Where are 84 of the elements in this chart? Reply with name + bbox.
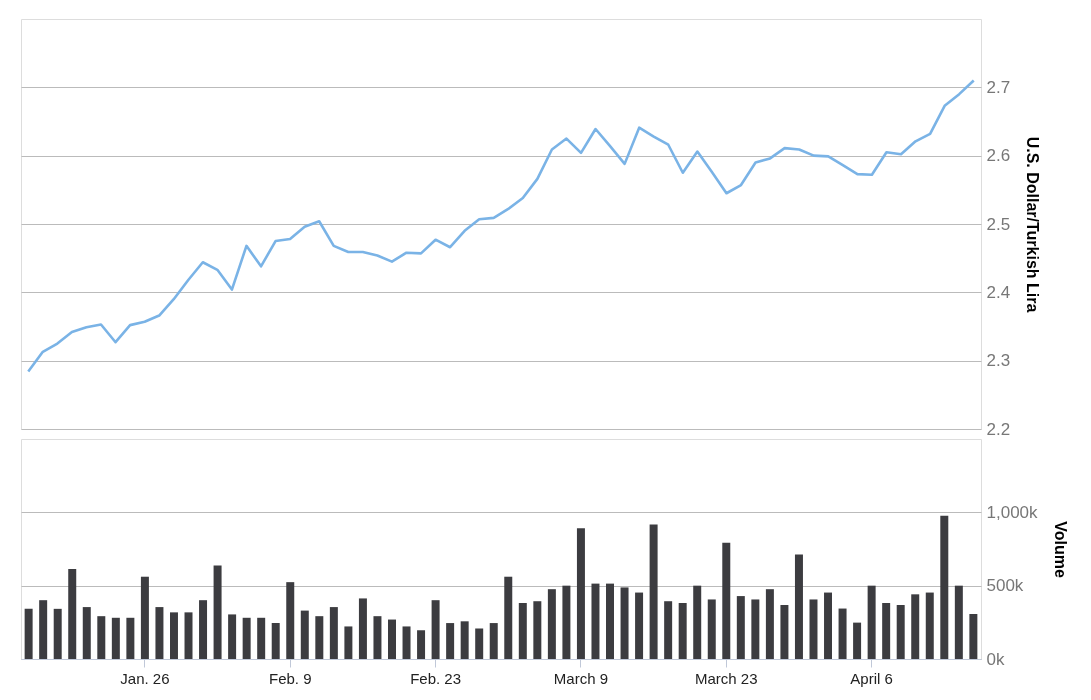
bar: [765, 589, 774, 659]
bar: [940, 515, 949, 659]
x-tick-label: Feb. 9: [268, 669, 312, 687]
bar: [431, 600, 440, 659]
bar: [344, 626, 353, 659]
bar: [969, 613, 978, 659]
bar: [867, 585, 876, 659]
y-tick-label: 1,000k: [986, 502, 1039, 522]
bar: [257, 617, 266, 659]
bar: [576, 528, 585, 659]
bar: [736, 596, 745, 659]
bar: [24, 608, 33, 659]
bar: [649, 524, 658, 659]
bar: [489, 623, 498, 659]
bar: [693, 585, 702, 659]
y-axis-title: Volume: [1051, 521, 1069, 578]
bar: [315, 616, 324, 659]
bar: [68, 569, 77, 659]
bar: [387, 619, 396, 659]
bar: [184, 612, 193, 659]
bar: [809, 599, 818, 659]
bar: [140, 576, 149, 659]
x-tick-label: April 6: [850, 669, 893, 687]
bar: [562, 585, 571, 659]
bar: [925, 592, 934, 659]
y-tick-label: 2.5: [986, 214, 1011, 234]
y-axis-title: U.S. Dollar/Turkish Lira: [1024, 136, 1042, 313]
bar: [838, 608, 847, 659]
y-tick-label: 2.6: [986, 146, 1011, 166]
x-tick-label: Jan. 26: [120, 669, 170, 687]
y-tick-label: 2.4: [986, 282, 1011, 302]
bar: [853, 622, 862, 659]
bar: [606, 583, 615, 659]
bar: [751, 599, 760, 659]
bar: [155, 607, 164, 659]
bar: [635, 592, 644, 659]
bar: [533, 601, 542, 659]
bar: [213, 565, 222, 659]
bar: [402, 626, 411, 659]
bar: [780, 605, 789, 659]
bar: [329, 607, 338, 659]
bar: [53, 608, 62, 659]
y-tick-label: 0k: [986, 649, 1005, 669]
x-tick-label: March 9: [553, 669, 609, 687]
bar: [39, 600, 48, 659]
bar: [271, 623, 280, 659]
x-tick-label: March 23: [695, 669, 758, 687]
y-tick-label: 2.7: [986, 77, 1011, 97]
y-tick-label: 2.3: [986, 351, 1011, 371]
bar: [82, 607, 91, 659]
bar: [97, 616, 106, 659]
bar: [475, 628, 484, 659]
bar: [358, 598, 367, 659]
bar: [911, 594, 920, 659]
bar: [126, 617, 135, 659]
bar: [504, 576, 513, 659]
bar: [373, 616, 382, 659]
bar: [824, 592, 833, 659]
bar: [664, 601, 673, 659]
bar: [794, 554, 803, 659]
bar: [286, 582, 295, 659]
x-tick-label: Feb. 23: [410, 669, 462, 687]
bar: [300, 610, 309, 659]
bar: [896, 605, 905, 659]
y-tick-label: 500k: [986, 576, 1024, 596]
bar: [620, 587, 629, 659]
bar: [460, 621, 469, 659]
bar: [591, 583, 600, 659]
bar: [111, 617, 120, 659]
bar: [954, 585, 963, 659]
bar: [242, 617, 251, 659]
bar: [446, 623, 455, 659]
bar: [199, 600, 208, 659]
bar: [169, 612, 178, 659]
bar: [547, 589, 556, 659]
y-tick-label: 2.2: [986, 419, 1011, 439]
bar: [882, 602, 891, 659]
bar: [707, 599, 716, 659]
bar: [678, 602, 687, 659]
line-series: [26, 79, 976, 373]
bar: [417, 630, 426, 659]
bar: [518, 602, 527, 659]
bar: [722, 542, 731, 659]
bar: [228, 614, 237, 659]
